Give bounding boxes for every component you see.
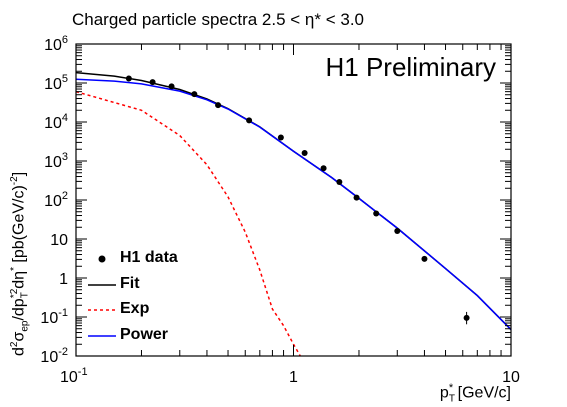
- legend-entry: Power: [88, 325, 228, 351]
- y-axis-label: d2σep/dpT*2dη* [pb(GeV/c)-2]: [9, 171, 31, 356]
- y-tick-label: 106: [44, 34, 68, 54]
- y-tick-label: 103: [44, 151, 68, 171]
- x-tick-label: 1: [289, 369, 298, 386]
- data-point: [394, 228, 401, 235]
- data-point: [463, 314, 470, 321]
- y-tick-label: 104: [44, 112, 68, 132]
- legend-label: H1 data: [120, 249, 178, 266]
- x-axis-label: pT* [GeV/c]: [439, 382, 511, 405]
- legend-label: Power: [120, 325, 169, 343]
- legend: H1 data Fit Exp Power: [88, 248, 228, 350]
- legend-entry: Fit: [88, 274, 228, 300]
- data-point: [301, 150, 308, 157]
- data-point: [246, 117, 253, 124]
- data-point: [168, 83, 175, 90]
- data-point: [336, 178, 343, 185]
- legend-label: Exp: [120, 300, 150, 317]
- y-tick-label: 10-2: [40, 346, 68, 366]
- data-point: [277, 134, 284, 141]
- data-point: [320, 165, 327, 172]
- axis-ticks: [75, 43, 512, 357]
- data-point: [215, 102, 222, 109]
- x-tick-label: 10: [502, 369, 520, 386]
- series-line-power: [76, 78, 511, 331]
- legend-label: Fit: [120, 274, 140, 292]
- legend-line: [88, 283, 116, 286]
- chart-curves: [76, 71, 511, 356]
- x-tick-label: 10-1: [60, 366, 88, 386]
- data-point: [125, 75, 132, 82]
- y-tick-label: 10-1: [40, 307, 68, 327]
- legend-marker: [98, 255, 106, 263]
- legend-line: [88, 309, 116, 311]
- data-point: [353, 194, 360, 201]
- chart-title: Charged particle spectra 2.5 < η* < 3.0: [72, 10, 365, 29]
- legend-entry: Exp: [88, 299, 228, 325]
- y-tick-label: 105: [44, 73, 68, 93]
- data-point: [421, 255, 428, 262]
- legend-entry: H1 data: [88, 248, 228, 274]
- preliminary-annotation: H1 Preliminary: [325, 52, 497, 82]
- y-tick-label: 10: [50, 232, 68, 249]
- chart-data-points: [125, 75, 470, 325]
- legend-line: [88, 334, 116, 337]
- data-point: [191, 91, 198, 98]
- series-line-exp: [76, 90, 302, 356]
- y-tick-label: 1: [59, 271, 68, 288]
- y-tick-label: 102: [44, 190, 68, 210]
- data-point: [373, 210, 380, 217]
- data-point: [149, 79, 156, 86]
